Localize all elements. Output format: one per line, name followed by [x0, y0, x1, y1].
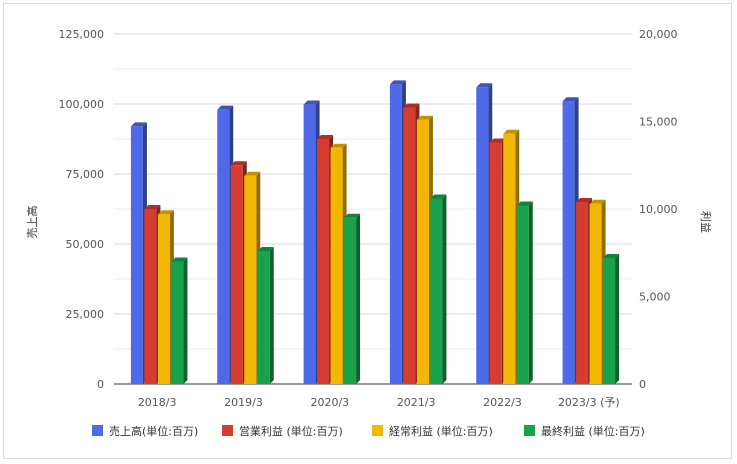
bar-front: [416, 119, 429, 384]
category-label: 2023/3 (予): [558, 396, 620, 409]
bar-top: [589, 199, 606, 204]
right-tick-label: 10,000: [639, 203, 678, 216]
bar-front: [257, 251, 270, 384]
category-label: 2021/3: [397, 396, 436, 409]
right-tick-label: 15,000: [639, 116, 678, 129]
bar-front: [130, 126, 143, 385]
left-tick-label: 125,000: [59, 28, 105, 41]
bar-front: [389, 84, 402, 385]
bar-top: [317, 135, 334, 139]
bar-top: [344, 213, 361, 218]
bar-side: [615, 254, 620, 384]
bar-top: [157, 210, 174, 215]
left-tick-label: 50,000: [66, 238, 105, 251]
bar-side: [442, 194, 447, 384]
bar-top: [603, 254, 620, 258]
bar-side: [269, 247, 274, 384]
bar: [603, 254, 620, 384]
left-tick-label: 0: [97, 378, 104, 391]
legend-label: 最終利益 (単位:百万): [541, 424, 645, 438]
bar-front: [503, 133, 516, 384]
right-tick-label: 0: [639, 378, 646, 391]
bar-side: [183, 257, 188, 384]
right-tick-label: 5,000: [639, 291, 671, 304]
category-label: 2022/3: [483, 396, 522, 409]
legend-swatch: [524, 425, 535, 436]
bar-front: [303, 104, 316, 384]
bar-front: [476, 87, 489, 384]
bar-top: [171, 257, 188, 262]
bar-front: [317, 139, 330, 384]
bar-front: [589, 203, 602, 384]
bar: [516, 201, 533, 384]
bar-front: [330, 147, 343, 384]
chart-svg: 0 25,000 50,000 75,000 100,000 125,000 0 5,000…: [25, 28, 713, 438]
bar-side: [356, 213, 361, 384]
bar-top: [217, 105, 234, 110]
legend-swatch: [222, 425, 233, 436]
legend-item: 経常利益 (単位:百万): [372, 424, 493, 438]
bar-front: [230, 165, 243, 384]
bar: [171, 257, 188, 384]
legend-item: 営業利益 (単位:百万): [222, 424, 343, 438]
legend-label: 売上高(単位:百万): [109, 424, 198, 438]
bar-front: [403, 107, 416, 384]
chart-frame: 0 25,000 50,000 75,000 100,000 125,000 0 5,000…: [3, 3, 732, 459]
bar-front: [516, 205, 529, 384]
left-axis-title: 売上高: [25, 206, 39, 239]
bars: [130, 80, 620, 385]
bar-front: [562, 101, 575, 384]
bar-top: [516, 201, 533, 206]
bar-front: [217, 109, 230, 384]
bar-front: [157, 214, 170, 384]
bar-top: [130, 122, 147, 127]
legend: 売上高(単位:百万) 営業利益 (単位:百万) 経常利益 (単位:百万) 最終利益 (…: [92, 424, 645, 438]
bar-top: [257, 247, 274, 251]
bar-front: [344, 217, 357, 384]
legend-item: 売上高(単位:百万): [92, 424, 198, 438]
bar-top: [562, 97, 579, 102]
bar-top: [576, 198, 593, 202]
right-tick-label: 20,000: [639, 28, 678, 41]
bar-top: [230, 161, 247, 166]
bar-top: [330, 143, 347, 148]
legend-label: 経常利益 (単位:百万): [389, 424, 493, 438]
bar-top: [489, 138, 506, 143]
left-tick-label: 75,000: [66, 168, 105, 181]
bar: [257, 247, 274, 384]
legend-label: 営業利益 (単位:百万): [239, 424, 343, 438]
legend-swatch: [372, 425, 383, 436]
bar-top: [416, 115, 433, 120]
bar: [344, 213, 361, 384]
right-axis-title: 利益: [699, 211, 713, 233]
left-tick-label: 25,000: [66, 308, 105, 321]
bar-top: [144, 205, 161, 209]
bar-front: [576, 202, 589, 384]
legend-swatch: [92, 425, 103, 436]
left-tick-label: 100,000: [59, 98, 105, 111]
category-labels: 2018/3 2019/3 2020/3 2021/3 2022/3 2023/3 (予): [138, 396, 620, 409]
left-axis-ticks: 0 25,000 50,000 75,000 100,000 125,000: [59, 28, 105, 391]
bar-front: [144, 209, 157, 384]
bar-top: [303, 100, 320, 105]
legend-item: 最終利益 (単位:百万): [524, 424, 645, 438]
bar-front: [244, 175, 257, 384]
bar-top: [403, 103, 420, 108]
category-label: 2019/3: [224, 396, 263, 409]
bar-front: [603, 258, 616, 384]
bar-front: [489, 142, 502, 384]
grid: [114, 33, 632, 385]
right-axis-ticks: 0 5,000 10,000 15,000 20,000: [639, 28, 678, 391]
bar: [430, 194, 447, 384]
bar-top: [244, 171, 261, 176]
bar-front: [430, 198, 443, 384]
bar-top: [503, 129, 520, 134]
bar-side: [528, 201, 533, 384]
category-label: 2020/3: [310, 396, 349, 409]
bar-top: [430, 194, 447, 199]
category-label: 2018/3: [138, 396, 177, 409]
bar-top: [389, 80, 406, 85]
bar-top: [476, 83, 493, 88]
bar-front: [171, 261, 184, 384]
